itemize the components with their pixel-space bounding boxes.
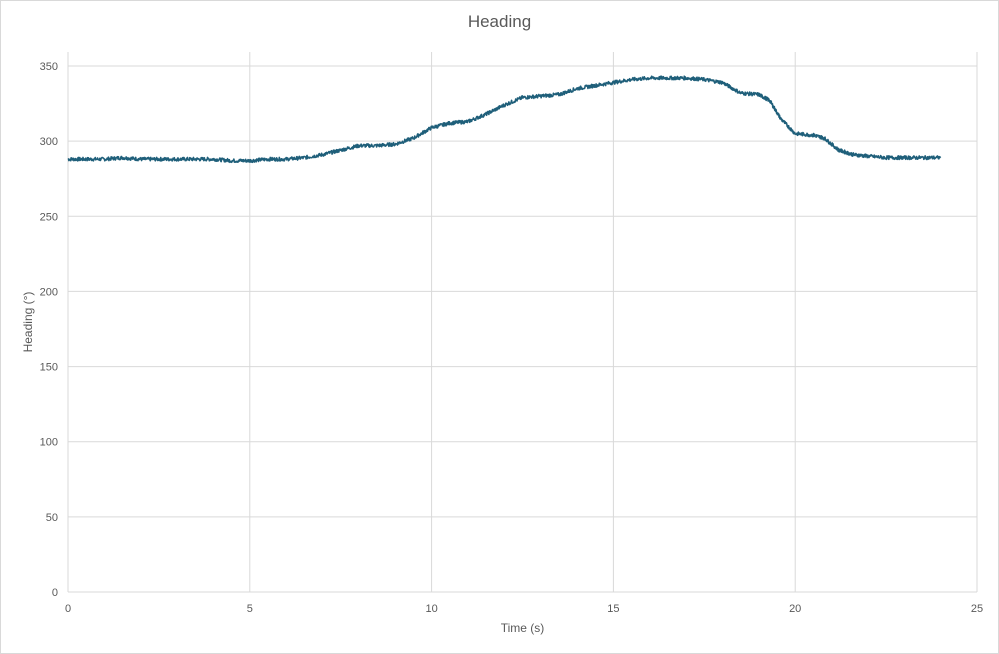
x-tick-label-5: 5 bbox=[247, 603, 253, 615]
chart-title: Heading bbox=[467, 12, 532, 31]
y-tick-label-0: 0 bbox=[52, 587, 58, 599]
x-axis-title: Time (s) bbox=[500, 621, 545, 635]
x-tick-label-0: 0 bbox=[65, 603, 71, 615]
series-line-0 bbox=[67, 75, 942, 164]
y-tick-label-350: 350 bbox=[40, 61, 58, 73]
y-tick-label-150: 150 bbox=[40, 362, 58, 374]
y-tick-label-100: 100 bbox=[40, 437, 58, 449]
x-tick-label-20: 20 bbox=[789, 603, 801, 615]
x-tick-label-15: 15 bbox=[607, 603, 619, 615]
x-tick-label-25: 25 bbox=[971, 603, 983, 615]
x-tick-label-10: 10 bbox=[425, 603, 437, 615]
y-tick-label-300: 300 bbox=[40, 136, 58, 148]
y-tick-label-50: 50 bbox=[46, 512, 58, 524]
y-tick-label-200: 200 bbox=[40, 286, 58, 298]
y-tick-label-250: 250 bbox=[40, 211, 58, 223]
